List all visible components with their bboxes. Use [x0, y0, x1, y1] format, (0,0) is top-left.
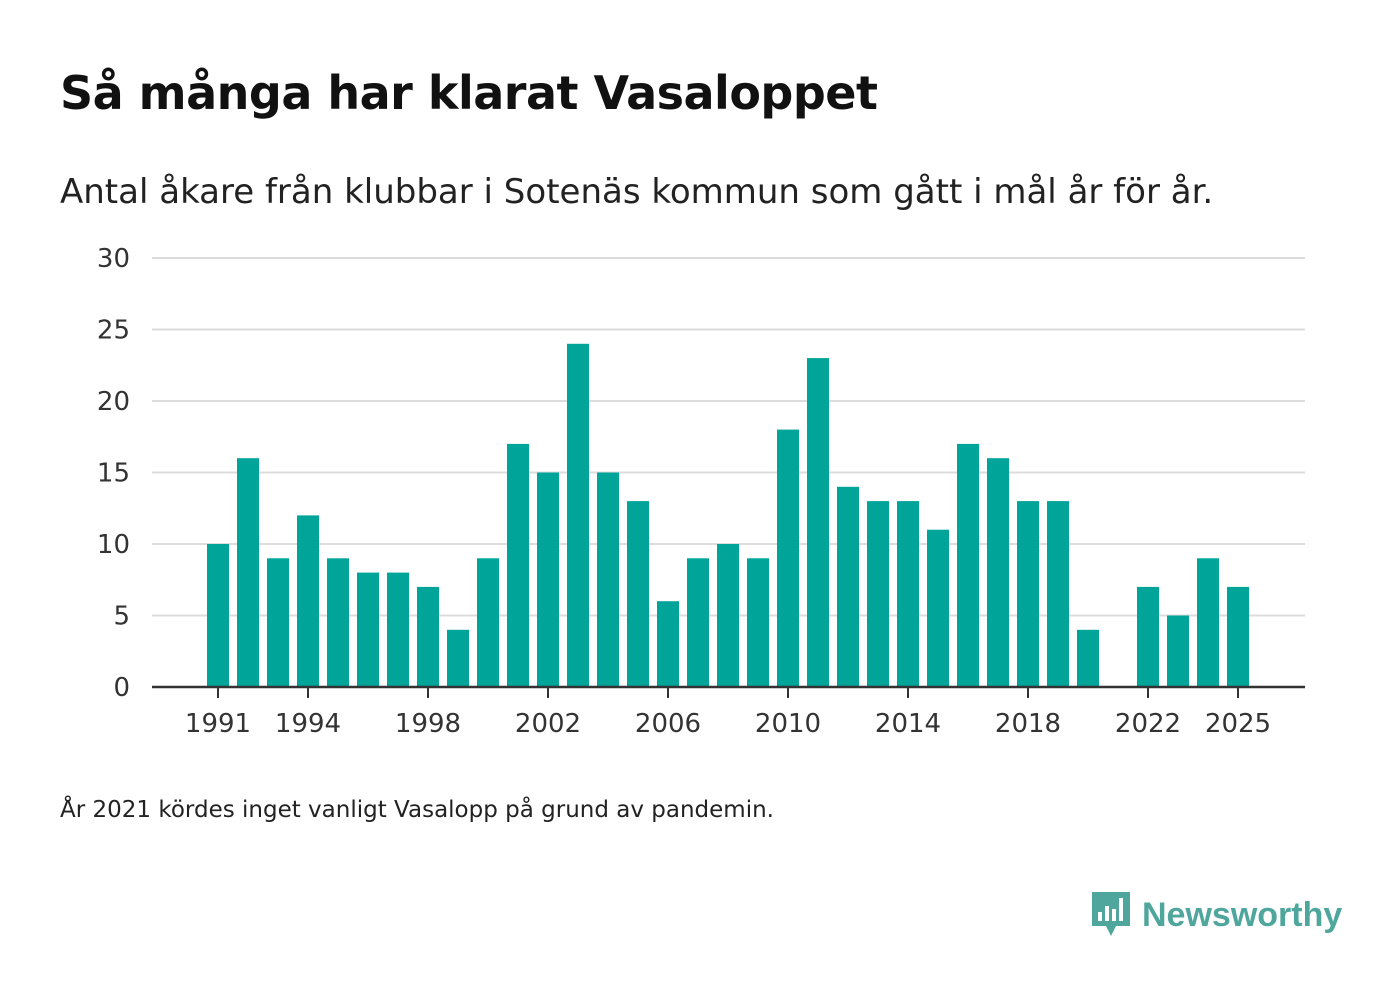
- x-tick-label: 2025: [1205, 709, 1271, 739]
- chart-title: Så många har klarat Vasaloppet: [60, 66, 878, 120]
- y-tick-label: 30: [97, 244, 130, 274]
- bar: [1197, 558, 1219, 687]
- y-tick-label: 20: [97, 387, 130, 417]
- bar: [447, 629, 469, 687]
- chart-subtitle: Antal åkare från klubbar i Sotenäs kommu…: [60, 172, 1214, 212]
- bar: [567, 343, 589, 687]
- bar: [237, 458, 259, 687]
- bar: [957, 443, 979, 687]
- x-tick-label: 2014: [875, 709, 941, 739]
- y-tick-label: 25: [97, 316, 130, 346]
- bar: [687, 558, 709, 687]
- bar: [1137, 586, 1159, 687]
- bar: [207, 544, 229, 687]
- bar: [657, 601, 679, 687]
- y-tick-label: 5: [113, 602, 130, 632]
- bar: [537, 472, 559, 687]
- x-tick-label: 2022: [1115, 709, 1181, 739]
- bar: [867, 501, 889, 687]
- x-tick-label: 2006: [635, 709, 701, 739]
- bar: [477, 558, 499, 687]
- x-tick-label: 1998: [395, 709, 461, 739]
- bar: [387, 572, 409, 687]
- bar: [807, 358, 829, 687]
- bar: [417, 586, 439, 687]
- newsworthy-logo-icon: [1092, 892, 1130, 936]
- bar: [777, 429, 799, 687]
- bar: [1017, 501, 1039, 687]
- bar: [357, 572, 379, 687]
- bar: [627, 501, 649, 687]
- bar: [1167, 615, 1189, 687]
- y-tick-label: 15: [97, 459, 130, 489]
- bar: [837, 486, 859, 687]
- brand-logo: Newsworthy: [1090, 890, 1342, 940]
- bar-layer: [207, 343, 1249, 687]
- bar: [267, 558, 289, 687]
- x-tick-label: 2010: [755, 709, 821, 739]
- x-tick-label: 2002: [515, 709, 581, 739]
- bar: [327, 558, 349, 687]
- x-tick-label: 2018: [995, 709, 1061, 739]
- brand-name: Newsworthy: [1142, 895, 1343, 934]
- bar: [927, 529, 949, 687]
- y-tick-label: 0: [113, 673, 130, 703]
- bar: [507, 443, 529, 687]
- bar: [987, 458, 1009, 687]
- bar: [717, 544, 739, 687]
- x-tick-label: 1991: [185, 709, 251, 739]
- bar: [1227, 586, 1249, 687]
- y-tick-label: 10: [97, 530, 130, 560]
- bar: [597, 472, 619, 687]
- bar: [297, 515, 319, 687]
- bar: [747, 558, 769, 687]
- footnote: År 2021 kördes inget vanligt Vasalopp på…: [60, 797, 774, 823]
- bar: [897, 501, 919, 687]
- bar: [1047, 501, 1069, 687]
- bar: [1077, 629, 1099, 687]
- x-tick-label: 1994: [275, 709, 341, 739]
